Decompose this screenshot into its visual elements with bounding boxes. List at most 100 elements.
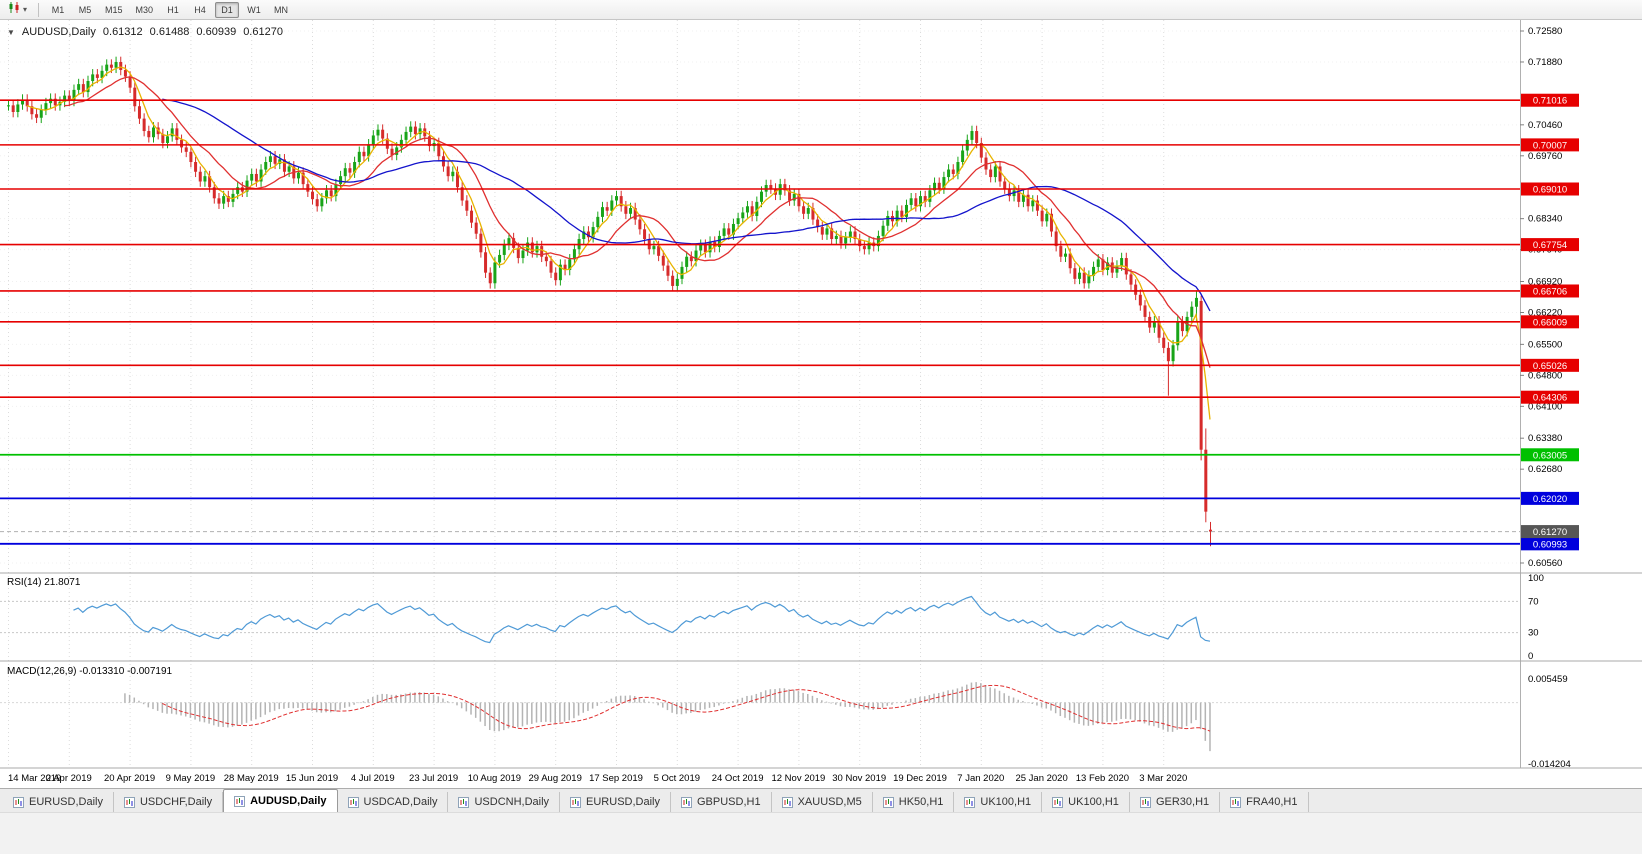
chart-tab-ger30-h1[interactable]: GER30,H1 — [1130, 792, 1221, 812]
svg-text:14 Mar 2019: 14 Mar 2019 — [8, 773, 61, 784]
ma-line-13 — [64, 76, 1211, 368]
mini-chart-icon — [681, 796, 692, 808]
svg-text:12 Nov 2019: 12 Nov 2019 — [771, 773, 825, 784]
timeframe-button-m15[interactable]: M15 — [105, 4, 123, 15]
svg-text:0.64800: 0.64800 — [1528, 370, 1562, 381]
candlestick-series — [7, 56, 1212, 547]
tab-label: FRA40,H1 — [1246, 796, 1298, 808]
svg-text:-0.014204: -0.014204 — [1528, 759, 1571, 770]
chart-tab-uk100-h1[interactable]: UK100,H1 — [954, 792, 1043, 812]
axis-badge-0.66009: 0.66009 — [1521, 315, 1579, 329]
svg-text:0.71016: 0.71016 — [1533, 96, 1567, 107]
svg-text:100: 100 — [1528, 573, 1544, 584]
svg-text:0.67754: 0.67754 — [1533, 240, 1567, 251]
tab-label: UK100,H1 — [980, 796, 1032, 808]
timeframe-button-w1[interactable]: W1 — [247, 4, 261, 15]
axis-badge-0.65026: 0.65026 — [1521, 358, 1579, 372]
tab-label: USDCHF,Daily — [139, 796, 213, 808]
tab-label: GBPUSD,H1 — [697, 796, 761, 808]
chart-tab-usdcad-daily[interactable]: USDCAD,Daily — [338, 792, 449, 812]
mini-chart-icon — [347, 796, 359, 808]
mini-chart-icon — [458, 796, 470, 808]
svg-text:0.69010: 0.69010 — [1533, 185, 1567, 196]
svg-text:0.62020: 0.62020 — [1533, 494, 1567, 505]
svg-text:4 Jul 2019: 4 Jul 2019 — [351, 773, 395, 784]
svg-text:9 May 2019: 9 May 2019 — [166, 773, 216, 784]
svg-text:20 Apr 2019: 20 Apr 2019 — [104, 773, 155, 784]
tab-label: UK100,H1 — [1068, 796, 1119, 808]
svg-text:0.70460: 0.70460 — [1528, 120, 1562, 131]
timeframe-button-m5[interactable]: M5 — [78, 4, 92, 15]
mini-chart-icon — [570, 796, 582, 808]
svg-text:23 Jul 2019: 23 Jul 2019 — [409, 773, 458, 784]
svg-text:0.68340: 0.68340 — [1528, 214, 1562, 225]
mini-chart-icon — [234, 795, 246, 807]
axis-badge-0.70007: 0.70007 — [1521, 138, 1579, 152]
svg-text:0.64100: 0.64100 — [1528, 401, 1562, 412]
svg-text:0.65026: 0.65026 — [1533, 361, 1567, 372]
chart-tab-fra40-h1[interactable]: FRA40,H1 — [1220, 792, 1309, 812]
top-toolbar: ▾ M1 M5 M15 M30 H1 H4 D1 W1 MN — [0, 0, 1642, 20]
mini-chart-icon — [1052, 796, 1064, 808]
axis-badge-0.63005: 0.63005 — [1521, 448, 1579, 462]
rsi-line — [73, 595, 1211, 644]
svg-text:15 Jun 2019: 15 Jun 2019 — [286, 773, 338, 784]
axis-badge-0.64306: 0.64306 — [1521, 390, 1579, 404]
svg-text:13 Feb 2020: 13 Feb 2020 — [1076, 773, 1129, 784]
timeframe-button-m30[interactable]: M30 — [135, 4, 154, 15]
rsi-pane: 100 70 30 0 — [0, 573, 1544, 662]
svg-text:28 May 2019: 28 May 2019 — [224, 773, 279, 784]
svg-text:2 Apr 2019: 2 Apr 2019 — [46, 773, 92, 784]
toolbar-separator — [38, 2, 40, 17]
svg-text:30: 30 — [1528, 628, 1539, 639]
chart-tab-usdchf-daily[interactable]: USDCHF,Daily — [114, 792, 224, 812]
chart-tab-hk50-h1[interactable]: HK50,H1 — [873, 792, 955, 812]
svg-text:0.64306: 0.64306 — [1533, 393, 1567, 404]
ma-line-34 — [162, 98, 1211, 312]
svg-text:0.005459: 0.005459 — [1528, 674, 1568, 685]
macd-histogram — [124, 682, 1211, 752]
ma-line-5 — [26, 66, 1211, 420]
macd-signal-line — [162, 684, 1211, 732]
svg-text:5 Oct 2019: 5 Oct 2019 — [654, 773, 700, 784]
tab-label: HK50,H1 — [898, 796, 944, 808]
grid-layer — [0, 20, 1520, 768]
timeframe-button-d1[interactable]: D1 — [215, 1, 240, 18]
chart-type-button[interactable]: ▾ — [4, 1, 31, 19]
svg-text:0.72580: 0.72580 — [1528, 26, 1562, 37]
svg-text:0.66706: 0.66706 — [1533, 286, 1567, 297]
svg-text:0.63380: 0.63380 — [1528, 433, 1562, 444]
timeframe-button-m1[interactable]: M1 — [51, 4, 65, 15]
chart-tab-usdcnh-daily[interactable]: USDCNH,Daily — [448, 792, 561, 812]
svg-text:17 Sep 2019: 17 Sep 2019 — [589, 773, 643, 784]
svg-text:0.60560: 0.60560 — [1528, 558, 1562, 569]
timeframe-button-mn[interactable]: MN — [274, 4, 289, 15]
timeframe-button-h4[interactable]: H4 — [194, 4, 206, 15]
chart-tab-bar: EURUSD,Daily USDCHF,Daily AUDUSD,Daily USDC… — [0, 788, 1642, 812]
chart-tab-eurusd-daily[interactable]: EURUSD,Daily — [3, 792, 114, 812]
tab-label: USDCAD,Daily — [363, 796, 438, 808]
one-click-trading-toggle[interactable]: ▼ — [7, 27, 15, 37]
svg-text:7 Jan 2020: 7 Jan 2020 — [957, 773, 1004, 784]
svg-text:70: 70 — [1528, 596, 1539, 607]
chart-tab-gbpusd-h1[interactable]: GBPUSD,H1 — [671, 792, 772, 812]
svg-text:19 Dec 2019: 19 Dec 2019 — [893, 773, 947, 784]
chart-tab-uk100-h1[interactable]: UK100,H1 — [1042, 792, 1130, 812]
candlestick-chart-icon — [8, 1, 22, 19]
chart-tab-xauusd-m5[interactable]: XAUUSD,M5 — [772, 792, 873, 812]
svg-text:0.66920: 0.66920 — [1528, 277, 1562, 288]
svg-text:0.61270: 0.61270 — [1533, 527, 1567, 538]
chevron-down-icon: ▾ — [23, 4, 28, 14]
chart-tab-eurusd-daily[interactable]: EURUSD,Daily — [560, 792, 671, 812]
svg-text:0.71880: 0.71880 — [1528, 57, 1562, 68]
svg-text:0.66009: 0.66009 — [1533, 317, 1567, 328]
axis-badge-0.62020: 0.62020 — [1521, 491, 1579, 505]
mini-chart-icon — [1139, 796, 1151, 808]
tab-label: USDCNH,Daily — [474, 796, 550, 808]
tab-label: EURUSD,Daily — [586, 796, 660, 808]
timeframe-button-h1[interactable]: H1 — [167, 4, 179, 15]
chart-canvas[interactable]: 0.725800.718800.704600.697600.683400.676… — [0, 20, 1642, 788]
mini-chart-icon — [13, 796, 24, 808]
svg-text:24 Oct 2019: 24 Oct 2019 — [712, 773, 764, 784]
chart-tab-audusd-daily[interactable]: AUDUSD,Daily — [223, 789, 338, 812]
